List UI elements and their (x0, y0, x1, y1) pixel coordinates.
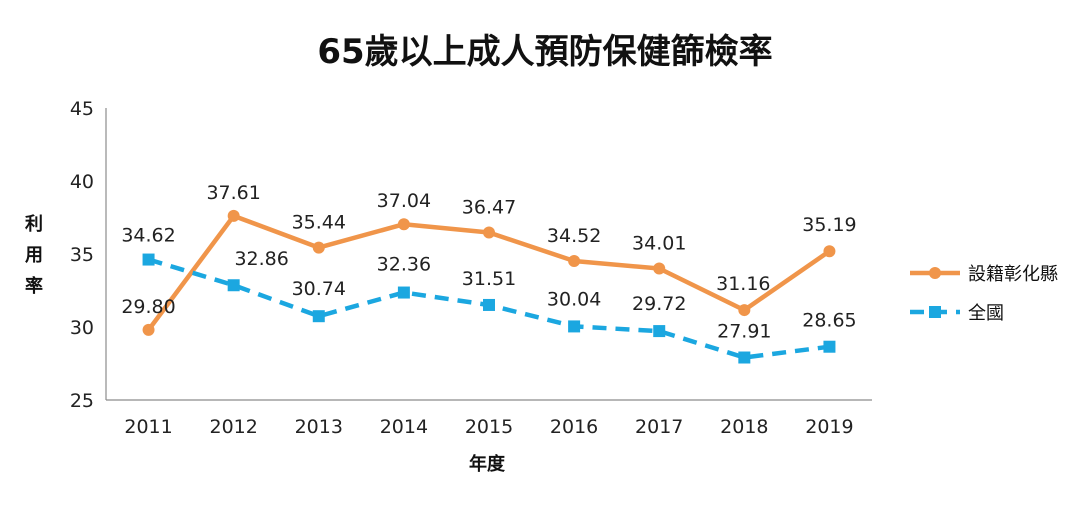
data-point (312, 241, 325, 254)
series-group: 29.80 37.61 35.44 37.04 36.47 34.52 34.01 31.16… (121, 182, 857, 364)
x-tick-label: 2015 (465, 416, 513, 438)
data-label: 32.86 (234, 248, 288, 270)
legend-marker (929, 267, 941, 279)
y-tick-label: 45 (70, 98, 94, 120)
y-tick-label: 40 (70, 171, 94, 193)
legend-label: 全國 (968, 303, 1004, 324)
data-point (142, 323, 155, 336)
data-point (227, 209, 240, 222)
y-axis-title: 利用率 (25, 213, 43, 297)
chart-title: 65歲以上成人預防保健篩檢率 (317, 32, 772, 72)
y-axis-title-char: 率 (25, 275, 43, 297)
data-point (142, 253, 155, 266)
data-point (227, 279, 240, 292)
data-point (738, 304, 751, 317)
data-label: 34.62 (121, 225, 175, 247)
y-axis-title-char: 利 (25, 213, 43, 235)
data-label: 29.72 (632, 293, 686, 315)
data-label: 28.65 (802, 310, 856, 332)
data-label: 27.91 (717, 321, 771, 343)
data-point (483, 298, 495, 311)
y-axis-title-char: 用 (25, 245, 43, 266)
data-point (653, 325, 666, 338)
data-label: 31.51 (462, 268, 516, 290)
x-axis-title: 年度 (469, 453, 506, 475)
data-label: 37.04 (377, 190, 431, 212)
x-tick-label: 2011 (124, 416, 172, 438)
data-label: 35.44 (292, 212, 346, 234)
data-label: 36.47 (462, 197, 516, 219)
x-tick-label: 2016 (550, 416, 598, 438)
data-label: 32.36 (377, 254, 431, 276)
y-tick-label: 35 (70, 244, 94, 266)
axes (105, 108, 872, 401)
x-tick-label: 2018 (720, 416, 768, 438)
x-tick-label: 2014 (380, 416, 428, 438)
y-tick-label: 25 (70, 390, 94, 412)
data-label: 30.74 (292, 278, 346, 300)
data-point (483, 226, 495, 239)
data-label: 34.01 (632, 232, 686, 254)
data-point (312, 310, 325, 323)
x-tick-label: 2017 (635, 416, 683, 438)
x-axis-ticks: 2011 2012 2013 2014 2015 2016 2017 2018 2019 (124, 416, 853, 438)
data-point (397, 286, 410, 299)
data-point (738, 351, 751, 364)
y-tick-label: 30 (70, 317, 94, 339)
x-tick-label: 2013 (295, 416, 343, 438)
legend-item: 設籍彰化縣 (910, 264, 1058, 285)
x-tick-label: 2012 (209, 416, 257, 438)
legend-marker (929, 306, 941, 318)
data-point (823, 340, 836, 353)
data-label: 34.52 (547, 225, 601, 247)
data-label: 31.16 (716, 273, 770, 295)
legend-label: 設籍彰化縣 (968, 264, 1058, 285)
data-label: 37.61 (206, 182, 260, 204)
data-label: 29.80 (121, 296, 175, 318)
data-label: 30.04 (547, 288, 601, 310)
data-point (397, 218, 410, 231)
x-tick-label: 2019 (805, 416, 853, 438)
data-point (823, 245, 836, 258)
y-axis-ticks: 25 30 35 40 45 (70, 98, 94, 412)
data-label: 35.19 (802, 214, 856, 236)
data-point (568, 320, 581, 333)
data-point (653, 262, 666, 275)
data-point (568, 255, 581, 268)
legend-item: 全國 (910, 303, 1004, 324)
series-1: 29.80 37.61 35.44 37.04 36.47 34.52 34.01 31.16… (121, 182, 857, 336)
